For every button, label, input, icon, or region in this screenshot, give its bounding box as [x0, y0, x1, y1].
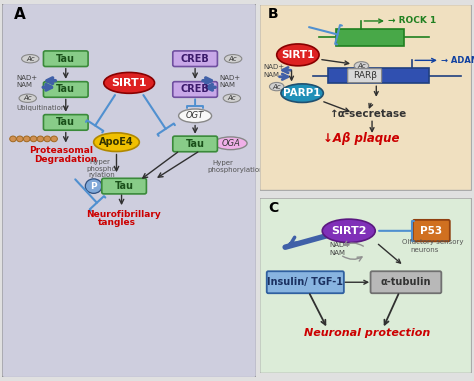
Text: ApoE4: ApoE4 — [99, 137, 134, 147]
Text: neurons: neurons — [410, 247, 438, 253]
Circle shape — [10, 136, 16, 142]
Text: Ac: Ac — [23, 95, 32, 101]
Text: phosphorylation: phosphorylation — [208, 167, 264, 173]
Text: phospho-: phospho- — [86, 166, 118, 172]
Text: SIRT1: SIRT1 — [281, 50, 315, 60]
Text: NAM: NAM — [219, 82, 235, 88]
Text: NAD+: NAD+ — [330, 242, 351, 248]
Text: → ROCK 1: → ROCK 1 — [388, 16, 436, 25]
Text: OGA: OGA — [221, 139, 240, 148]
Text: Olfactory sensory: Olfactory sensory — [401, 239, 463, 245]
Text: SIRT2: SIRT2 — [331, 226, 366, 236]
FancyBboxPatch shape — [44, 115, 88, 130]
Text: OGT: OGT — [186, 111, 204, 120]
Text: ↓Aβ plaque: ↓Aβ plaque — [323, 132, 400, 146]
Text: Neurofibrillary: Neurofibrillary — [86, 210, 161, 219]
Text: Insulin/ TGF-1: Insulin/ TGF-1 — [267, 277, 343, 287]
Text: Ubiquitination: Ubiquitination — [16, 105, 66, 111]
FancyBboxPatch shape — [260, 198, 472, 373]
Ellipse shape — [225, 54, 242, 63]
Text: Tau: Tau — [186, 139, 205, 149]
Text: α-tubulin: α-tubulin — [381, 277, 431, 287]
Ellipse shape — [281, 84, 323, 102]
Circle shape — [23, 136, 30, 142]
Ellipse shape — [19, 94, 36, 102]
FancyBboxPatch shape — [413, 220, 450, 241]
Circle shape — [37, 136, 44, 142]
Text: NAD+: NAD+ — [16, 75, 37, 81]
FancyBboxPatch shape — [173, 82, 218, 97]
Ellipse shape — [214, 137, 247, 150]
FancyBboxPatch shape — [173, 51, 218, 67]
Ellipse shape — [22, 54, 39, 63]
Text: NAD+: NAD+ — [219, 75, 240, 81]
Text: Tau: Tau — [56, 54, 75, 64]
Ellipse shape — [354, 62, 369, 70]
Text: Ac: Ac — [229, 56, 237, 62]
FancyBboxPatch shape — [336, 29, 404, 46]
FancyBboxPatch shape — [102, 178, 146, 194]
Text: NAM: NAM — [330, 250, 346, 256]
Text: NAM: NAM — [16, 82, 32, 88]
Text: NAM: NAM — [263, 72, 279, 78]
Circle shape — [85, 179, 102, 193]
Text: PARP1: PARP1 — [283, 88, 321, 98]
Text: RARβ: RARβ — [353, 71, 377, 80]
Ellipse shape — [269, 82, 284, 91]
Text: Ac: Ac — [228, 95, 236, 101]
Text: rylation: rylation — [89, 172, 115, 178]
Text: Degradation: Degradation — [34, 155, 97, 163]
Ellipse shape — [322, 219, 375, 243]
Text: P: P — [91, 182, 97, 190]
Circle shape — [17, 136, 23, 142]
Text: tangles: tangles — [98, 218, 136, 227]
Text: P53: P53 — [420, 226, 442, 235]
Text: Neuronal protection: Neuronal protection — [304, 328, 430, 338]
Text: → ADAM 10: → ADAM 10 — [441, 56, 474, 64]
Text: NAD+: NAD+ — [263, 64, 284, 70]
Text: Ac: Ac — [26, 56, 35, 62]
Text: Ac: Ac — [357, 63, 366, 69]
Text: Hyper: Hyper — [90, 159, 111, 165]
Text: Proteasomal: Proteasomal — [29, 146, 93, 155]
Text: C: C — [268, 201, 279, 215]
FancyBboxPatch shape — [260, 5, 472, 190]
Text: A: A — [14, 7, 26, 22]
Text: Tau: Tau — [56, 117, 75, 127]
Text: Ac: Ac — [273, 83, 281, 90]
FancyBboxPatch shape — [348, 69, 382, 83]
FancyBboxPatch shape — [44, 82, 88, 97]
FancyBboxPatch shape — [328, 68, 429, 83]
Circle shape — [44, 136, 51, 142]
Text: ↑α-secretase: ↑α-secretase — [330, 109, 407, 119]
Circle shape — [30, 136, 37, 142]
Ellipse shape — [179, 109, 211, 123]
Ellipse shape — [94, 133, 139, 152]
FancyBboxPatch shape — [173, 136, 218, 152]
Text: Tau: Tau — [56, 85, 75, 94]
Text: CREB: CREB — [181, 85, 210, 94]
FancyBboxPatch shape — [44, 51, 88, 67]
Ellipse shape — [104, 72, 155, 93]
Text: B: B — [268, 7, 279, 21]
Ellipse shape — [277, 44, 319, 66]
FancyBboxPatch shape — [267, 271, 344, 293]
Circle shape — [51, 136, 57, 142]
Ellipse shape — [223, 94, 240, 102]
Text: Hyper: Hyper — [213, 160, 234, 166]
Text: CREB: CREB — [181, 54, 210, 64]
Text: SIRT1: SIRT1 — [111, 78, 147, 88]
FancyBboxPatch shape — [371, 271, 441, 293]
Text: Tau: Tau — [115, 181, 134, 191]
FancyBboxPatch shape — [2, 3, 256, 378]
